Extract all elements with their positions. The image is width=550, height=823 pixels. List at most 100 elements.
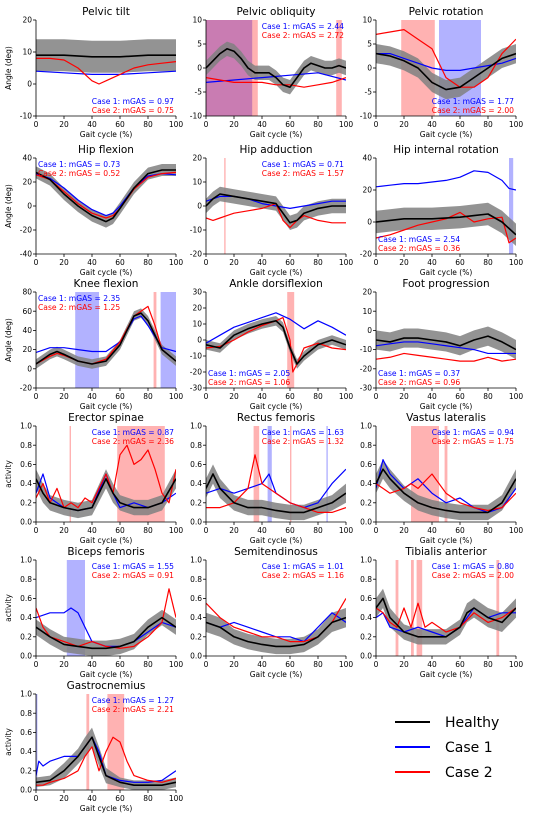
y-tick-label: -10: [190, 112, 202, 121]
y-tick-label: -20: [20, 226, 32, 235]
y-tick-label: 0.8: [20, 709, 32, 718]
y-tick-label: 60: [22, 307, 32, 316]
case1-line: [206, 72, 346, 83]
y-tick-label: 0.4: [190, 613, 202, 622]
x-tick-label: 60: [285, 258, 295, 267]
x-tick-label: 80: [143, 660, 153, 669]
plot-area: [376, 426, 516, 522]
x-tick-label: 40: [427, 392, 437, 401]
x-axis-label: Gait cycle (%): [420, 536, 473, 545]
case2-line: [36, 305, 176, 365]
x-tick-label: 40: [87, 526, 97, 535]
x-tick-label: 0: [34, 794, 39, 803]
x-tick-label: 60: [455, 258, 465, 267]
case1-line: [36, 315, 176, 354]
highlight-span: [395, 560, 399, 656]
subplot-title: Rectus femoris: [237, 412, 315, 424]
y-tick-label: 0.6: [190, 594, 202, 603]
subplot-gastrocnemius: 0 20 40 60 80 100 0.0 0.2 0.4 0.6 0.8 1.0 Gastrocnem…: [4, 680, 183, 813]
x-tick-label: 40: [257, 258, 267, 267]
subplot-title: Pelvic tilt: [82, 6, 130, 18]
subplot-title: Semitendinosus: [234, 546, 318, 558]
x-tick-label: 80: [483, 660, 493, 669]
case2-line: [206, 317, 346, 373]
mgas-annotation: Case 2: mGAS = 0.36: [378, 244, 460, 253]
x-tick-label: 40: [427, 660, 437, 669]
x-tick-label: 40: [257, 392, 267, 401]
healthy-line: [376, 597, 516, 638]
y-axis-label: Angle (deg): [4, 184, 13, 228]
x-tick-label: 60: [285, 120, 295, 129]
case2-line: [376, 352, 516, 362]
x-tick-label: 20: [229, 660, 239, 669]
x-tick-label: 80: [313, 392, 323, 401]
y-tick-label: 0.0: [20, 518, 32, 527]
x-tick-label: 0: [374, 258, 379, 267]
x-tick-label: 20: [229, 258, 239, 267]
x-tick-label: 80: [313, 526, 323, 535]
x-tick-label: 60: [285, 526, 295, 535]
healthy-line: [36, 312, 176, 365]
mgas-annotation: Case 2: mGAS = 2.72: [262, 31, 344, 40]
case1-line: [376, 607, 516, 638]
mgas-annotation: Case 1: mGAS = 0.80: [432, 562, 514, 571]
y-tick-label: 0: [367, 326, 372, 335]
healthy-sd-band: [206, 464, 346, 521]
y-tick-label: 20: [362, 186, 372, 195]
y-tick-label: 20: [192, 154, 202, 163]
y-tick-label: 1.0: [20, 690, 32, 699]
x-tick-label: 20: [59, 526, 69, 535]
healthy-sd-band: [206, 608, 346, 655]
y-axis-label: activity: [4, 728, 13, 756]
case2-line: [376, 29, 516, 88]
y-tick-label: 5: [197, 40, 202, 49]
x-tick-label: 60: [455, 660, 465, 669]
y-tick-label: 0.8: [360, 441, 372, 450]
plot-area: [36, 426, 176, 522]
y-tick-label: 0.0: [360, 652, 372, 661]
x-tick-label: 20: [59, 120, 69, 129]
healthy-line: [376, 468, 516, 514]
highlight-span: [107, 694, 125, 790]
x-tick-label: 80: [143, 258, 153, 267]
y-axis-label: activity: [4, 460, 13, 488]
plot-area: [36, 560, 176, 656]
x-tick-label: 80: [313, 258, 323, 267]
healthy-line: [36, 477, 176, 512]
subplot-title: Erector spinae: [68, 412, 144, 424]
plot-area: [36, 39, 176, 85]
y-tick-label: 0.6: [360, 460, 372, 469]
mgas-annotation: Case 2: mGAS = 1.16: [262, 571, 344, 580]
y-tick-label: 30: [192, 288, 202, 297]
mgas-annotation: Case 2: mGAS = 1.06: [208, 378, 290, 387]
x-tick-label: 60: [115, 392, 125, 401]
y-tick-label: 0.8: [20, 575, 32, 584]
healthy-sd-band: [36, 469, 176, 519]
x-axis-label: Gait cycle (%): [250, 402, 303, 411]
y-tick-label: 0.4: [20, 613, 32, 622]
y-tick-label: 0.4: [360, 479, 372, 488]
x-tick-label: 100: [339, 660, 354, 669]
x-axis-label: Gait cycle (%): [80, 268, 133, 277]
y-tick-label: -10: [190, 226, 202, 235]
mgas-annotation: Case 1: mGAS = 0.87: [92, 428, 174, 437]
x-tick-label: 100: [509, 120, 524, 129]
x-axis-label: Gait cycle (%): [80, 130, 133, 139]
mgas-annotation: Case 1: mGAS = 1.55: [92, 562, 174, 571]
highlight-span: [496, 560, 500, 656]
subplot-title: Biceps femoris: [67, 546, 144, 558]
x-axis-label: Gait cycle (%): [80, 536, 133, 545]
y-tick-label: 0.6: [20, 594, 32, 603]
mgas-annotation: Case 2: mGAS = 1.57: [262, 169, 344, 178]
mgas-annotation: Case 2: mGAS = 1.25: [38, 303, 120, 312]
case1-line: [36, 736, 176, 783]
mgas-annotation: Case 2: mGAS = 0.91: [92, 571, 174, 580]
x-tick-label: 80: [143, 120, 153, 129]
subplot-tibialis-anterior: 0 20 40 60 80 100 0.0 0.2 0.4 0.6 0.8 1.0 Tibialis a…: [360, 546, 523, 679]
y-tick-label: 1.0: [360, 556, 372, 565]
y-tick-label: 0: [367, 64, 372, 73]
y-tick-label: 0.8: [190, 575, 202, 584]
case2-line: [376, 602, 516, 633]
x-axis-label: Gait cycle (%): [250, 130, 303, 139]
